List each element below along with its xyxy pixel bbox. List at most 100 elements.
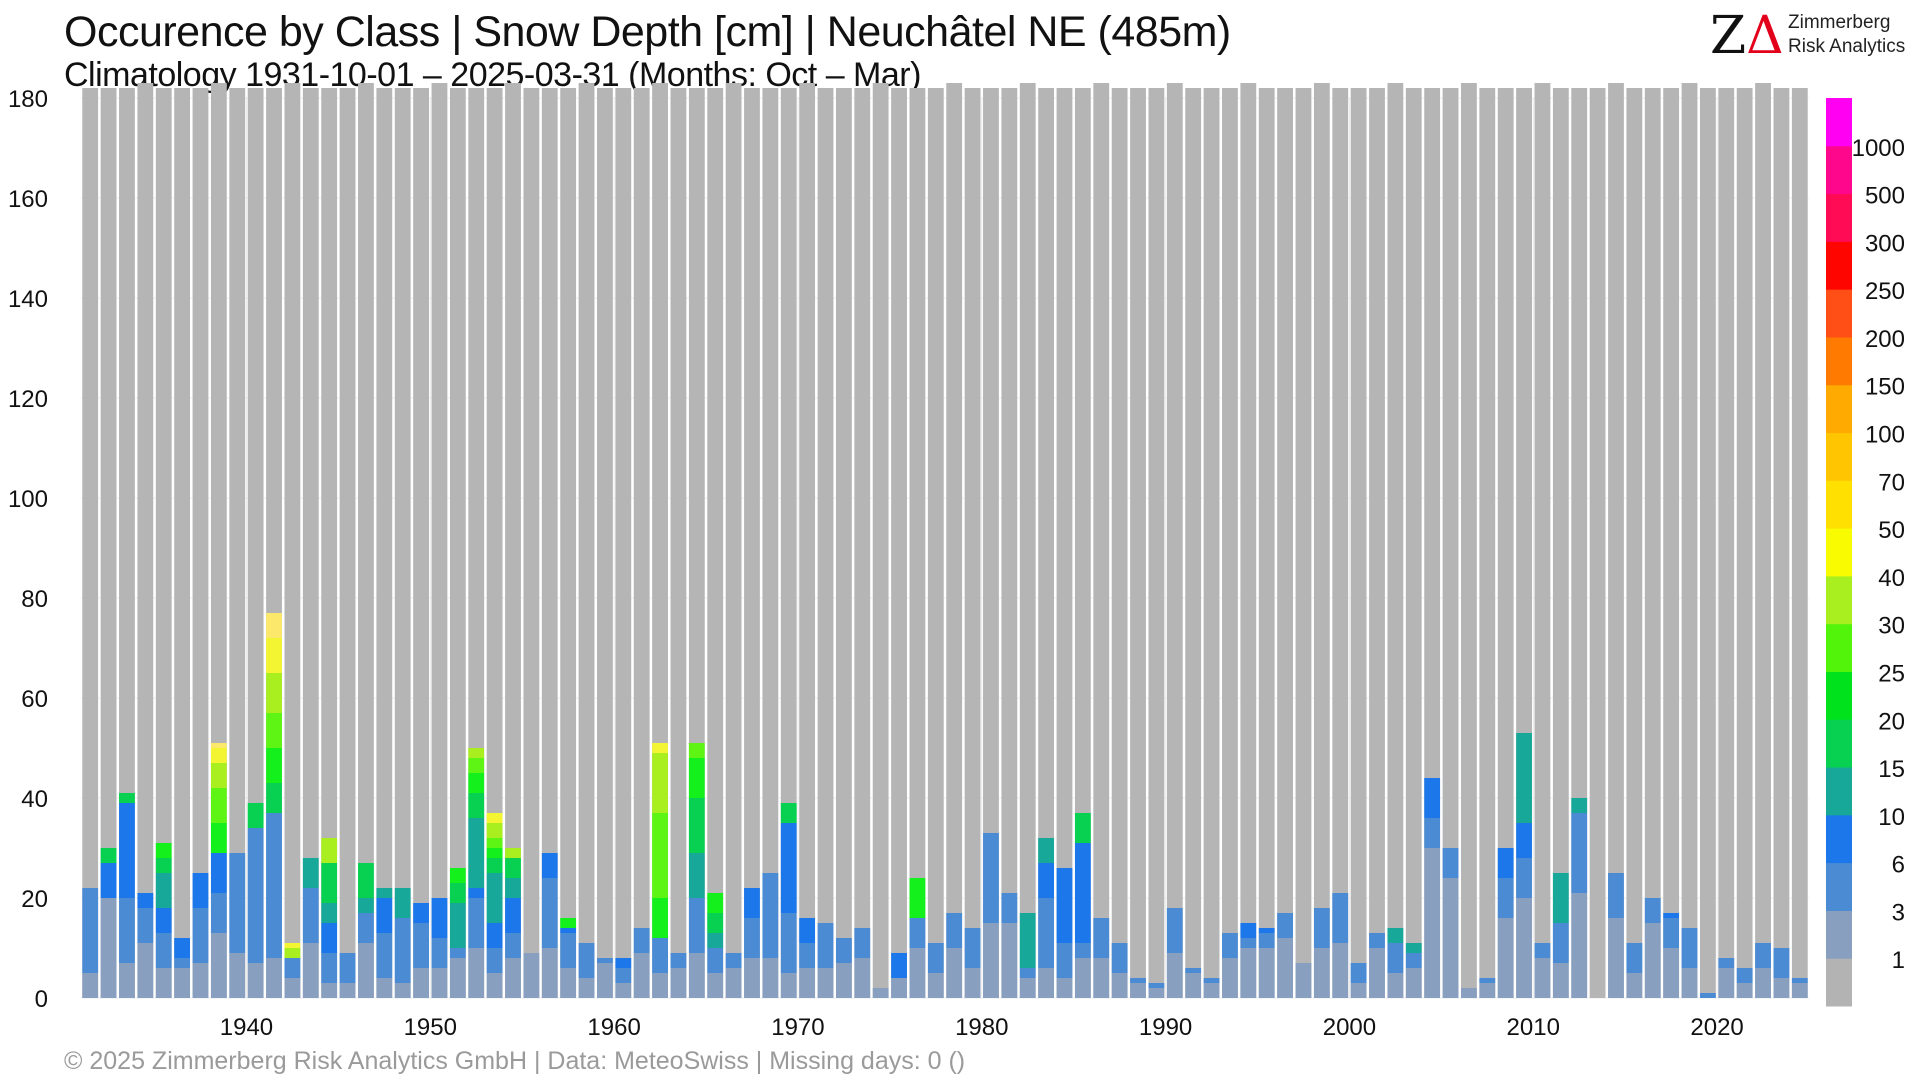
bar-seg-3-2000 [1350, 963, 1367, 983]
bar-seg-6-1932 [100, 863, 117, 898]
bar-seg-6-1995 [1258, 928, 1275, 933]
bar-group-1938 [210, 83, 227, 998]
colorbar-label: 300 [1865, 230, 1905, 257]
bar-group-2008 [1497, 88, 1514, 998]
bar-seg-1-1952 [468, 948, 485, 998]
bar-no-snow-1958 [578, 83, 595, 998]
bar-no-snow-2004 [1424, 88, 1441, 998]
bar-seg-3-2002 [1387, 943, 1404, 973]
bar-seg-1-2018 [1681, 968, 1698, 998]
bar-seg-3-2001 [1369, 933, 1385, 948]
bar-seg-3-1935 [155, 933, 172, 968]
bar-no-snow-1936 [174, 88, 191, 998]
colorbar-label: 1 [1892, 947, 1905, 974]
bar-group-2004 [1424, 88, 1441, 998]
bar-no-snow-1956 [541, 88, 558, 998]
bar-seg-1-1998 [1313, 948, 1330, 998]
bar-seg-3-1947 [376, 933, 393, 978]
bar-no-snow-1944 [321, 88, 338, 998]
bar-seg-1-1987 [1111, 973, 1128, 998]
colorbar-cell [1826, 814, 1852, 864]
bar-group-1987 [1111, 88, 1128, 998]
y-tick-label: 80 [21, 586, 48, 613]
bar-seg-10-1943 [302, 858, 319, 888]
bar-group-2010 [1534, 83, 1551, 998]
bar-seg-1-1938 [210, 933, 227, 998]
colorbar-cell [1826, 145, 1852, 195]
bar-seg-1-1995 [1258, 948, 1275, 998]
bar-no-snow-2018 [1681, 83, 1698, 998]
bar-no-snow-1988 [1130, 88, 1146, 998]
bar-no-snow-1953 [486, 88, 503, 998]
bar-seg-3-1980 [983, 833, 999, 923]
bar-seg-10-1953 [486, 873, 503, 923]
bar-seg-1-1965 [707, 973, 724, 998]
bar-seg-3-1976 [909, 918, 926, 948]
bar-seg-1-1931 [82, 973, 99, 998]
bar-group-1971 [817, 88, 834, 998]
bar-no-snow-1934 [137, 83, 154, 998]
bar-no-snow-1965 [707, 88, 724, 998]
bar-no-snow-2010 [1534, 83, 1551, 998]
bar-group-2007 [1479, 88, 1496, 998]
bar-group-1993 [1222, 88, 1238, 998]
bar-seg-3-2003 [1405, 953, 1422, 968]
bar-group-1983 [1038, 88, 1055, 998]
bar-seg-20-1957 [560, 918, 577, 928]
bar-group-1996 [1277, 88, 1293, 998]
bar-no-snow-1989 [1148, 88, 1165, 998]
bar-seg-6-1952 [468, 888, 485, 898]
bar-group-1947 [376, 88, 393, 998]
bar-group-1955 [523, 88, 540, 998]
bar-seg-10-1951 [449, 903, 466, 948]
bar-seg-6-1953 [486, 923, 503, 948]
bar-seg-6-1956 [541, 853, 558, 878]
bar-seg-15-1953 [486, 858, 503, 873]
bar-seg-1-1954 [505, 958, 521, 998]
bar-seg-3-2018 [1681, 928, 1698, 968]
bar-seg-1-1964 [688, 953, 705, 998]
bar-seg-25-1952 [468, 758, 485, 773]
bar-no-snow-1948 [394, 88, 411, 998]
bar-seg-3-1982 [1019, 968, 1036, 978]
x-tick-label: 1950 [404, 1014, 457, 1041]
bar-seg-3-1969 [780, 913, 797, 973]
logo-text-line2: Risk Analytics [1788, 36, 1906, 57]
bar-no-snow-1940 [247, 88, 264, 998]
bar-seg-1-2016 [1644, 923, 1661, 998]
bar-seg-3-1956 [541, 878, 558, 948]
colorbar-cell [1826, 862, 1852, 911]
bar-seg-20-1935 [155, 843, 172, 858]
bar-group-2013 [1589, 88, 1606, 998]
bar-seg-3-1942 [284, 958, 301, 978]
bar-seg-3-2017 [1663, 918, 1680, 948]
bar-seg-3-1940 [247, 828, 264, 963]
bar-group-2002 [1387, 83, 1404, 998]
bar-seg-1-1937 [192, 963, 209, 998]
colorbar-cell [1826, 384, 1852, 434]
bar-no-snow-2016 [1644, 88, 1661, 998]
bar-seg-1-1997 [1295, 963, 1312, 998]
bar-seg-30-1962 [652, 753, 668, 813]
y-tick-label: 140 [8, 286, 48, 313]
bar-seg-1-1991 [1185, 973, 1202, 998]
bar-seg-1-1959 [597, 963, 613, 998]
colorbar-cell [1826, 193, 1852, 242]
bar-group-1980 [983, 88, 999, 998]
colorbar-label: 1000 [1852, 135, 1905, 162]
bar-seg-20-1964 [688, 758, 705, 798]
bar-seg-3-1996 [1277, 913, 1293, 938]
bar-seg-1-2023 [1773, 978, 1790, 998]
company-logo: ZΔ Zimmerberg Risk Analytics [1710, 10, 1910, 62]
bar-no-snow-2023 [1773, 88, 1790, 998]
colorbar-label: 150 [1865, 374, 1905, 401]
bar-seg-15-1933 [119, 793, 135, 803]
bar-group-1976 [909, 88, 926, 998]
bar-group-2021 [1736, 88, 1753, 998]
bar-seg-30-1942 [284, 948, 301, 958]
bar-group-2003 [1405, 88, 1422, 998]
bar-seg-3-1937 [192, 908, 209, 963]
bar-seg-10-2002 [1387, 928, 1404, 943]
y-tick-label: 160 [8, 186, 48, 213]
